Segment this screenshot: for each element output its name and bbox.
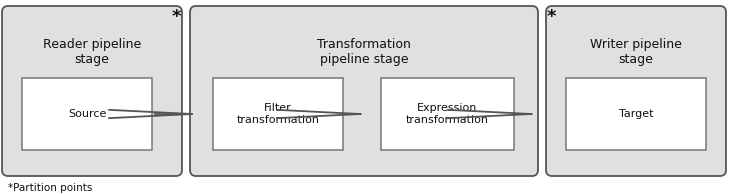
- Text: Filter
transformation: Filter transformation: [236, 103, 319, 125]
- FancyBboxPatch shape: [546, 6, 726, 176]
- Text: *Partition points: *Partition points: [8, 183, 93, 193]
- FancyBboxPatch shape: [190, 6, 538, 176]
- Bar: [381, 78, 514, 150]
- Text: *: *: [171, 8, 181, 26]
- Bar: [213, 78, 343, 150]
- Text: Transformation
pipeline stage: Transformation pipeline stage: [317, 38, 411, 66]
- Bar: [566, 78, 706, 150]
- Text: Expression
transformation: Expression transformation: [406, 103, 489, 125]
- Text: Source: Source: [68, 109, 106, 119]
- Text: Writer pipeline
stage: Writer pipeline stage: [590, 38, 682, 66]
- Text: Target: Target: [619, 109, 653, 119]
- Text: Reader pipeline
stage: Reader pipeline stage: [43, 38, 141, 66]
- Bar: [22, 78, 152, 150]
- Text: *: *: [546, 8, 555, 26]
- FancyBboxPatch shape: [2, 6, 182, 176]
